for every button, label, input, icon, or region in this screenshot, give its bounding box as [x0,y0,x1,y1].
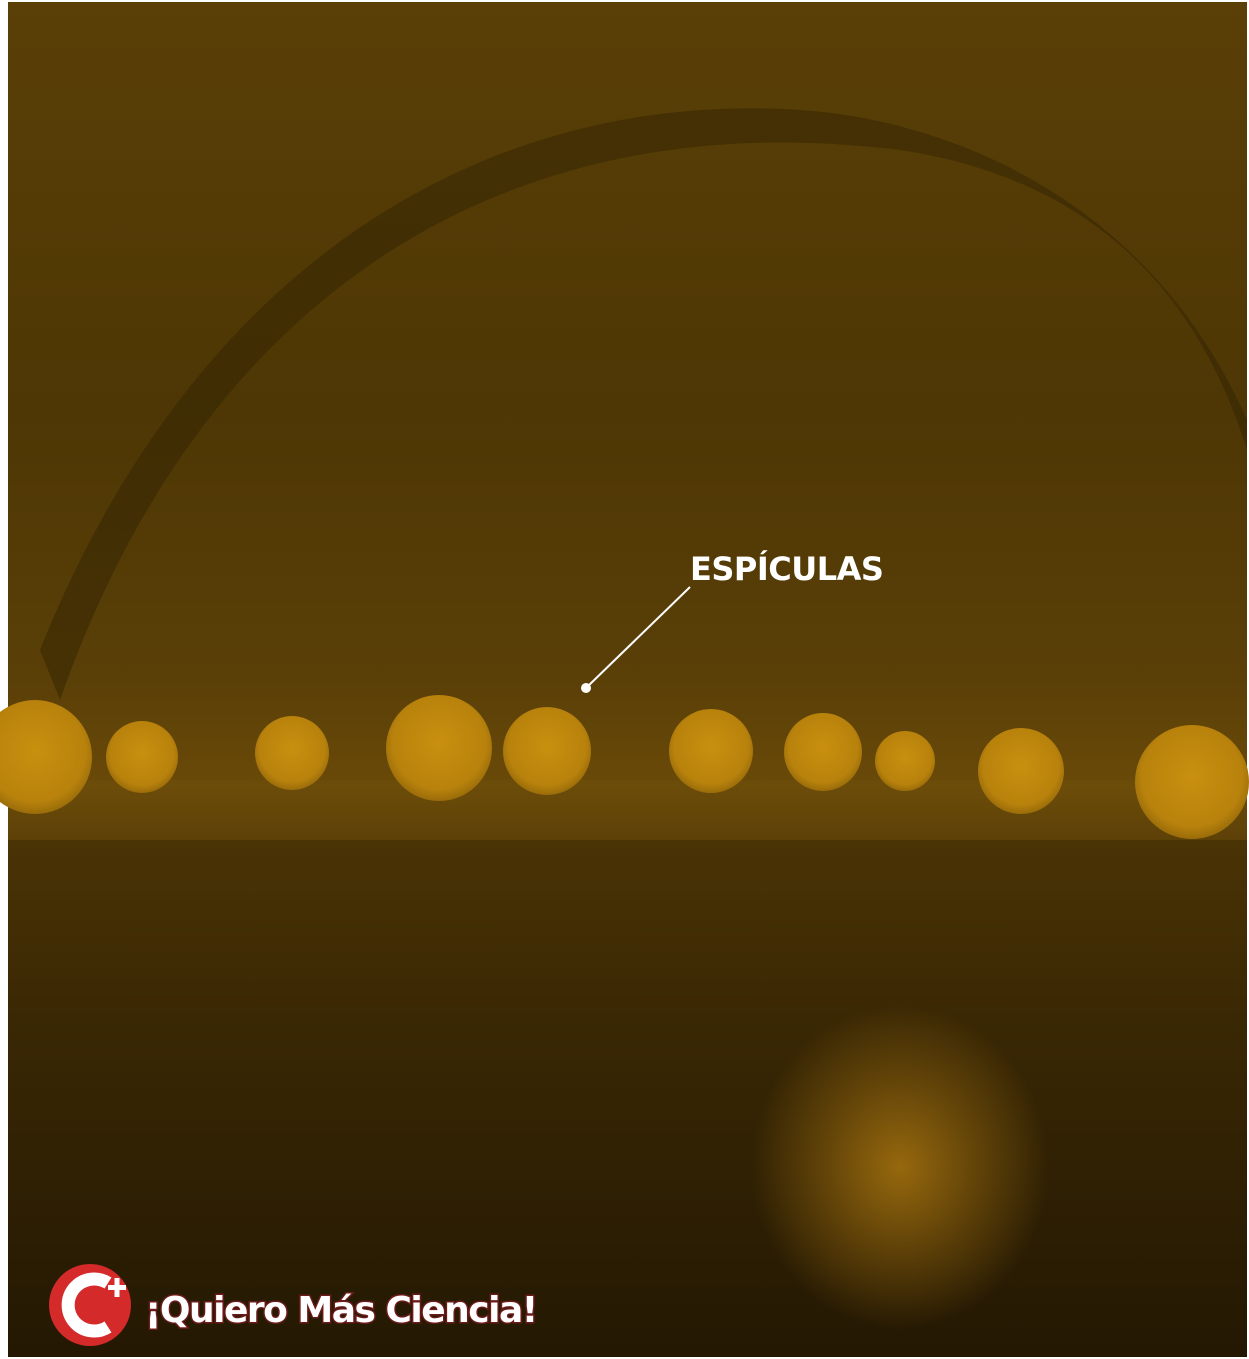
pointer-dot [581,683,591,693]
loop-glow [8,2,1247,1357]
disc [669,709,753,793]
annotation-label: ESPÍCULAS [690,550,883,588]
disc [875,731,935,791]
logo-text: ¡Quiero Más Ciencia! [145,1290,537,1331]
disc [503,707,591,795]
disc [784,713,862,791]
page: ESPÍCULAS ¡Quiero Más Ciencia! (() => { … [0,0,1249,1359]
logo-plus-v [115,1278,120,1297]
solar-image: ESPÍCULAS ¡Quiero Más Ciencia! [0,0,1249,1359]
disc [386,695,492,801]
disc [1135,725,1249,839]
disc [106,721,178,793]
disc [255,716,329,790]
disc [978,728,1064,814]
